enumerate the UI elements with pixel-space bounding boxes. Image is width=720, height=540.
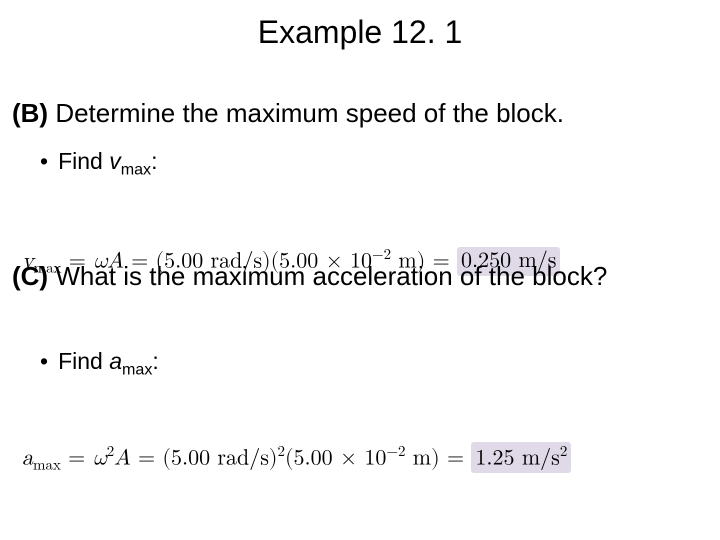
part-b-label: (B) (12, 98, 48, 128)
bullet-icon: • (40, 148, 48, 174)
bullet-c-var: a (109, 348, 122, 374)
part-b-heading: (B) Determine the maximum speed of the b… (12, 98, 564, 129)
bullet-icon: • (40, 348, 48, 374)
part-c-text: What is the maximum acceleration of the … (48, 261, 607, 291)
bullet-b-before: Find (58, 148, 109, 174)
part-b-bullet: • Find vmax: (40, 148, 158, 180)
equation-amax-result: 1.25 m/s2 (471, 442, 571, 473)
part-c-heading: (C) What is the maximum acceleration of … (12, 260, 712, 293)
equation-amax: amax = ω2A = (5.00 rad/s)2(5.00 × 10−2 m… (22, 442, 571, 475)
part-c-label: (C) (12, 261, 48, 291)
bullet-b-var: v (109, 148, 121, 174)
bullet-c-after: : (152, 348, 158, 374)
bullet-c-sub: max (122, 361, 152, 379)
bullet-b-sub: max (121, 161, 151, 179)
bullet-c-before: Find (58, 348, 109, 374)
part-b-text: Determine the maximum speed of the block… (48, 98, 564, 128)
part-c-bullet: • Find amax: (40, 348, 159, 380)
bullet-b-after: : (151, 148, 157, 174)
slide-title: Example 12. 1 (0, 14, 720, 51)
